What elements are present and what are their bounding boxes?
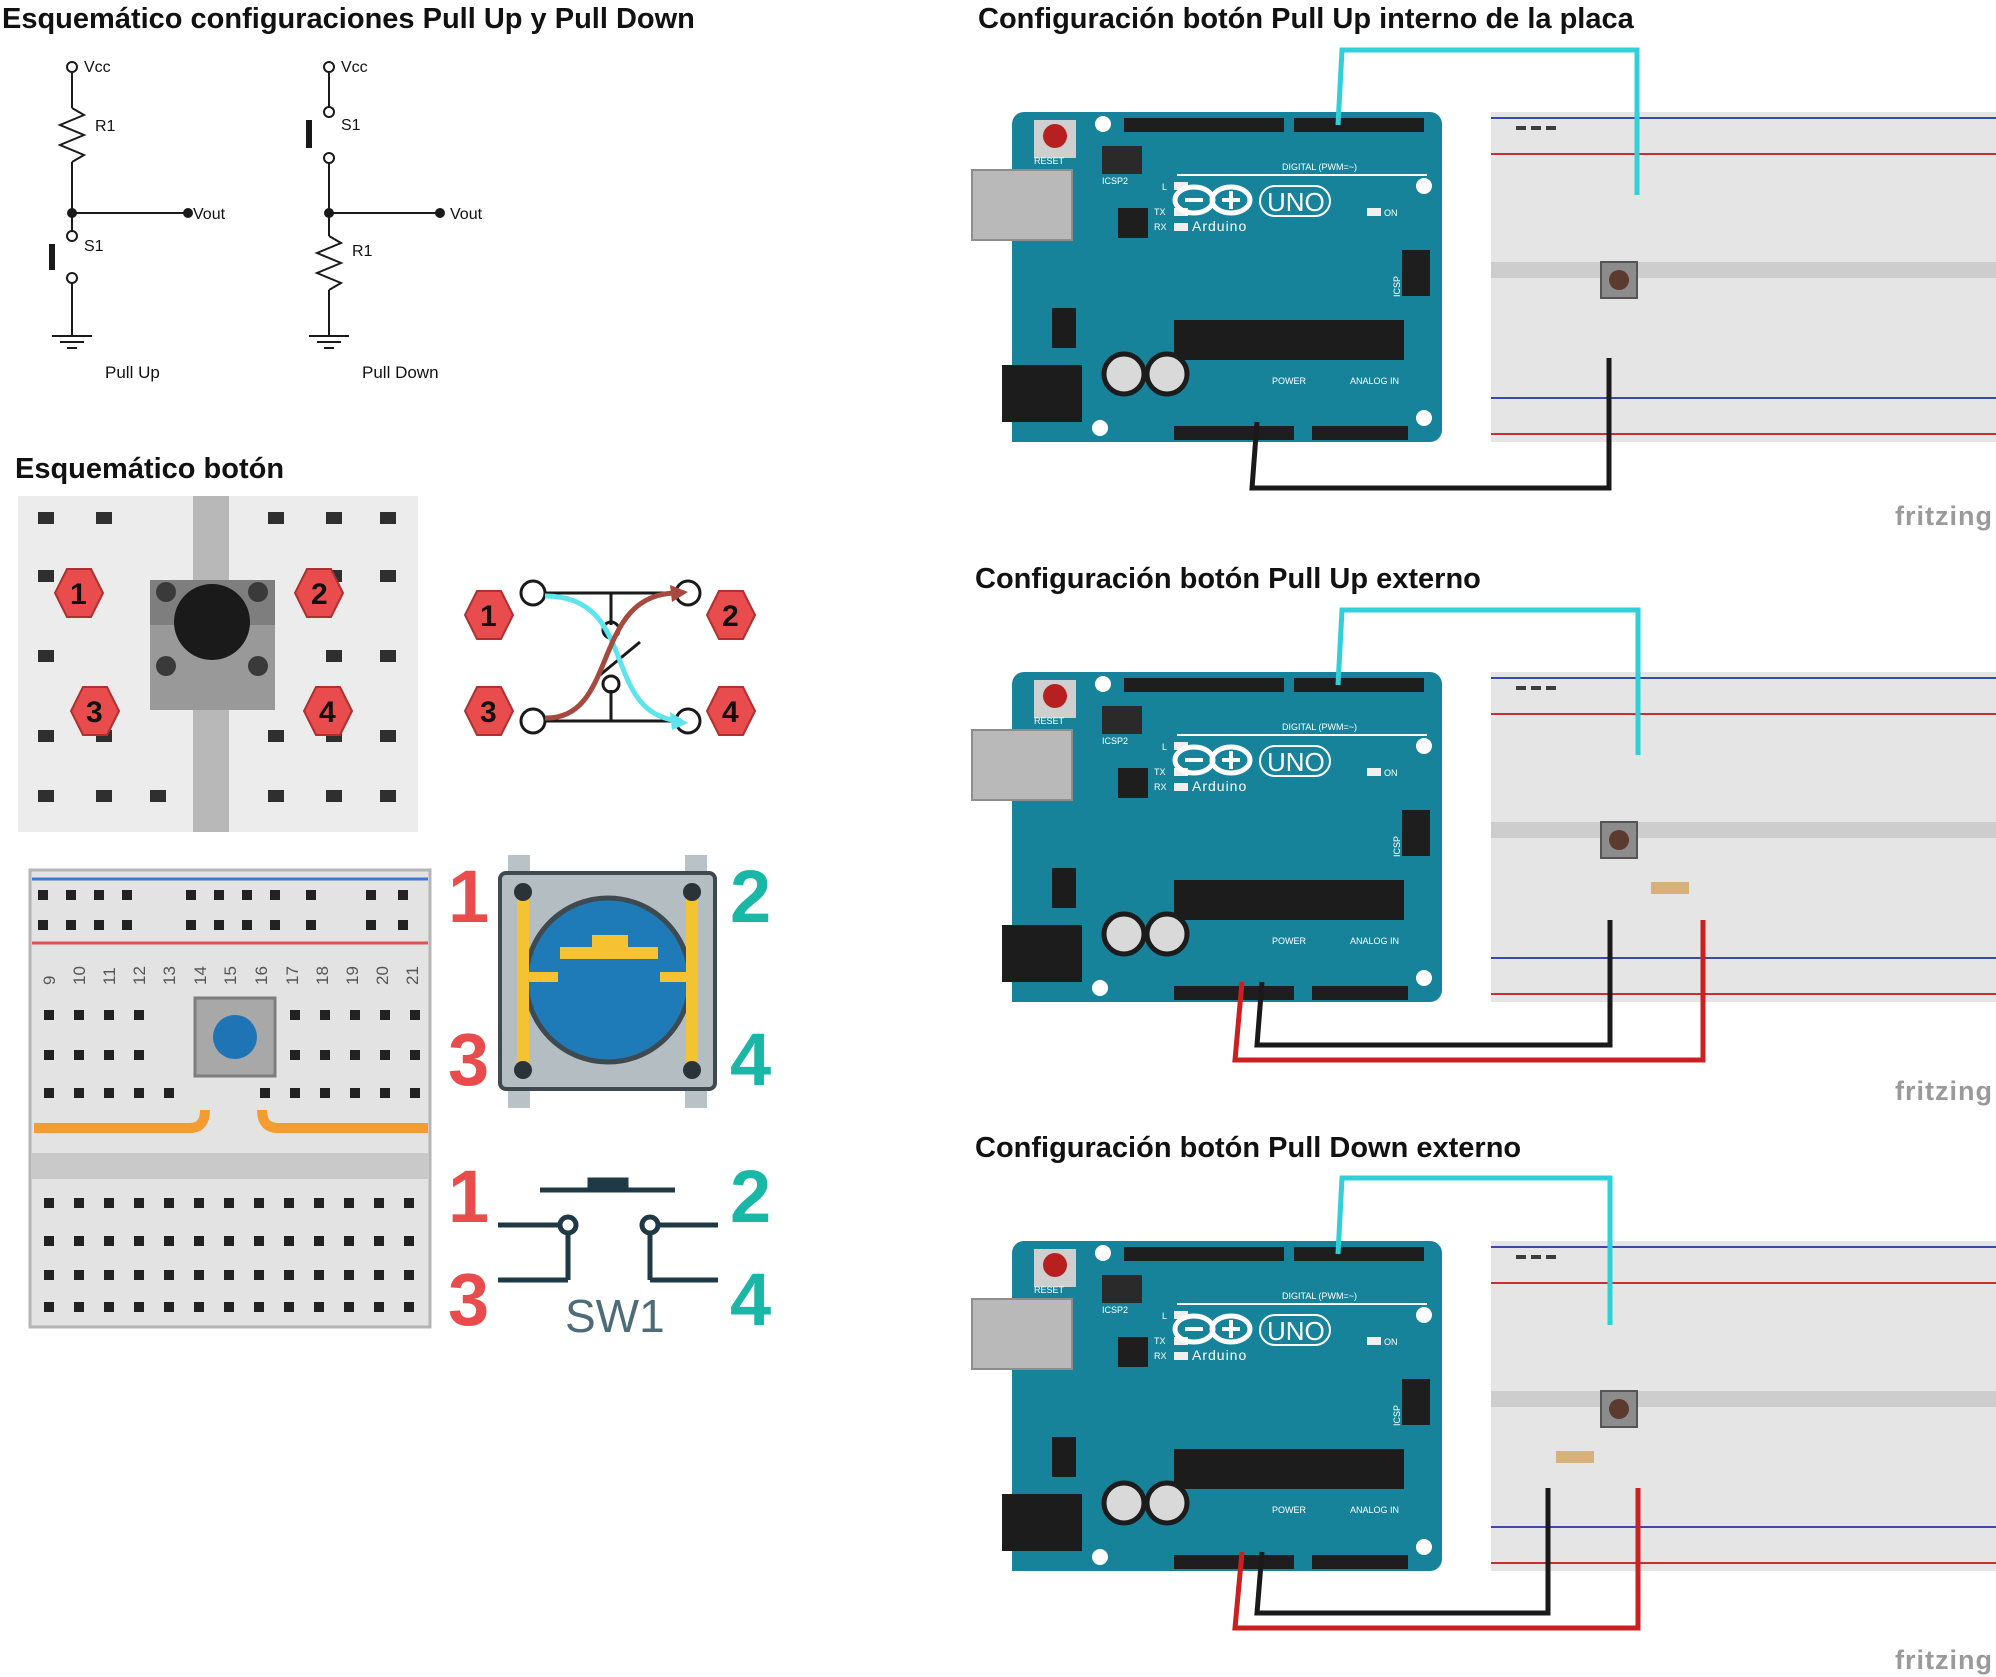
diagram-pin-4: 4 bbox=[722, 696, 739, 729]
svg-text:18: 18 bbox=[313, 966, 332, 985]
diagram-pin-3: 3 bbox=[480, 696, 497, 729]
sw1-pin-1: 1 bbox=[448, 1155, 489, 1238]
heading-external-pullup: Configuración botón Pull Up externo bbox=[975, 563, 1481, 595]
pulldown-vout-label: Vout bbox=[450, 206, 483, 223]
breadboard-closeup bbox=[28, 868, 432, 1329]
svg-text:15: 15 bbox=[221, 966, 240, 985]
diagram-pin-2: 2 bbox=[722, 600, 739, 633]
pullup-s1-label: S1 bbox=[84, 238, 104, 255]
svg-text:21: 21 bbox=[403, 966, 422, 985]
pulldown-vcc-label: Vcc bbox=[341, 59, 368, 76]
wires-panel-3 bbox=[1232, 1175, 1641, 1631]
pullup-r1-label: R1 bbox=[95, 118, 116, 135]
svg-text:16: 16 bbox=[252, 966, 271, 985]
sw1-pin-4: 4 bbox=[730, 1258, 771, 1341]
photo-pin-2: 2 bbox=[311, 578, 328, 611]
pullup-caption: Pull Up bbox=[105, 363, 160, 382]
pullup-vcc-label: Vcc bbox=[84, 59, 111, 76]
photo-pin-3: 3 bbox=[86, 696, 103, 729]
pulldown-s1-label: S1 bbox=[341, 117, 361, 134]
fritzing-watermark-1: fritzing bbox=[1895, 501, 1993, 531]
topview-pin-1: 1 bbox=[448, 855, 489, 938]
sw1-label: SW1 bbox=[565, 1290, 665, 1342]
svg-text:9: 9 bbox=[40, 976, 59, 985]
svg-text:20: 20 bbox=[373, 966, 392, 985]
breadboard-2 bbox=[1490, 671, 1996, 1003]
svg-text:17: 17 bbox=[283, 966, 302, 985]
pullup-vout-label: Vout bbox=[193, 206, 226, 223]
topview-pin-2: 2 bbox=[730, 855, 771, 938]
svg-text:10: 10 bbox=[70, 966, 89, 985]
fritzing-watermark-2: fritzing bbox=[1895, 1076, 1993, 1106]
breadboard-1 bbox=[1490, 111, 1996, 443]
pulldown-r1-label: R1 bbox=[352, 243, 373, 260]
svg-text:19: 19 bbox=[343, 966, 362, 985]
breadboard-3 bbox=[1490, 1240, 1996, 1572]
wires-panel-1 bbox=[1249, 47, 1640, 491]
heading-button-schematic: Esquemático botón bbox=[15, 453, 284, 485]
svg-text:11: 11 bbox=[100, 967, 119, 985]
arduino-board-3 bbox=[972, 1241, 1442, 1571]
sw1-pin-2: 2 bbox=[730, 1155, 771, 1238]
photo-pin-1: 1 bbox=[70, 578, 87, 611]
svg-text:13: 13 bbox=[160, 966, 179, 985]
heading-external-pulldown: Configuración botón Pull Down externo bbox=[975, 1132, 1521, 1164]
arduino-board-2 bbox=[972, 672, 1442, 1002]
button-top-view bbox=[498, 855, 717, 1108]
wires-panel-2 bbox=[1232, 607, 1706, 1063]
fritzing-watermark-3: fritzing bbox=[1895, 1645, 1993, 1675]
svg-text:12: 12 bbox=[130, 966, 149, 985]
pulldown-caption: Pull Down bbox=[362, 363, 439, 382]
heading-internal-pullup: Configuración botón Pull Up interno de l… bbox=[978, 3, 1635, 35]
topview-pin-4: 4 bbox=[730, 1018, 771, 1101]
button-photo bbox=[18, 496, 418, 832]
topview-pin-3: 3 bbox=[448, 1018, 489, 1101]
pullup-schematic bbox=[49, 61, 185, 349]
breadboard-column-numbers: 9 10 11 12 13 14 15 16 17 18 19 20 21 bbox=[40, 966, 422, 985]
sw1-pin-3: 3 bbox=[448, 1258, 489, 1341]
heading-pullup-pulldown-schematic: Esquemático configuraciones Pull Up y Pu… bbox=[2, 3, 695, 35]
svg-text:14: 14 bbox=[191, 966, 210, 985]
diagram-pin-1: 1 bbox=[480, 600, 497, 633]
photo-pin-4: 4 bbox=[319, 696, 336, 729]
pulldown-schematic bbox=[306, 61, 438, 349]
arduino-board-1 bbox=[972, 112, 1442, 442]
photo-pin-badges bbox=[53, 568, 354, 736]
button-internal-diagram bbox=[463, 579, 757, 736]
sw1-symbol bbox=[498, 1177, 718, 1283]
